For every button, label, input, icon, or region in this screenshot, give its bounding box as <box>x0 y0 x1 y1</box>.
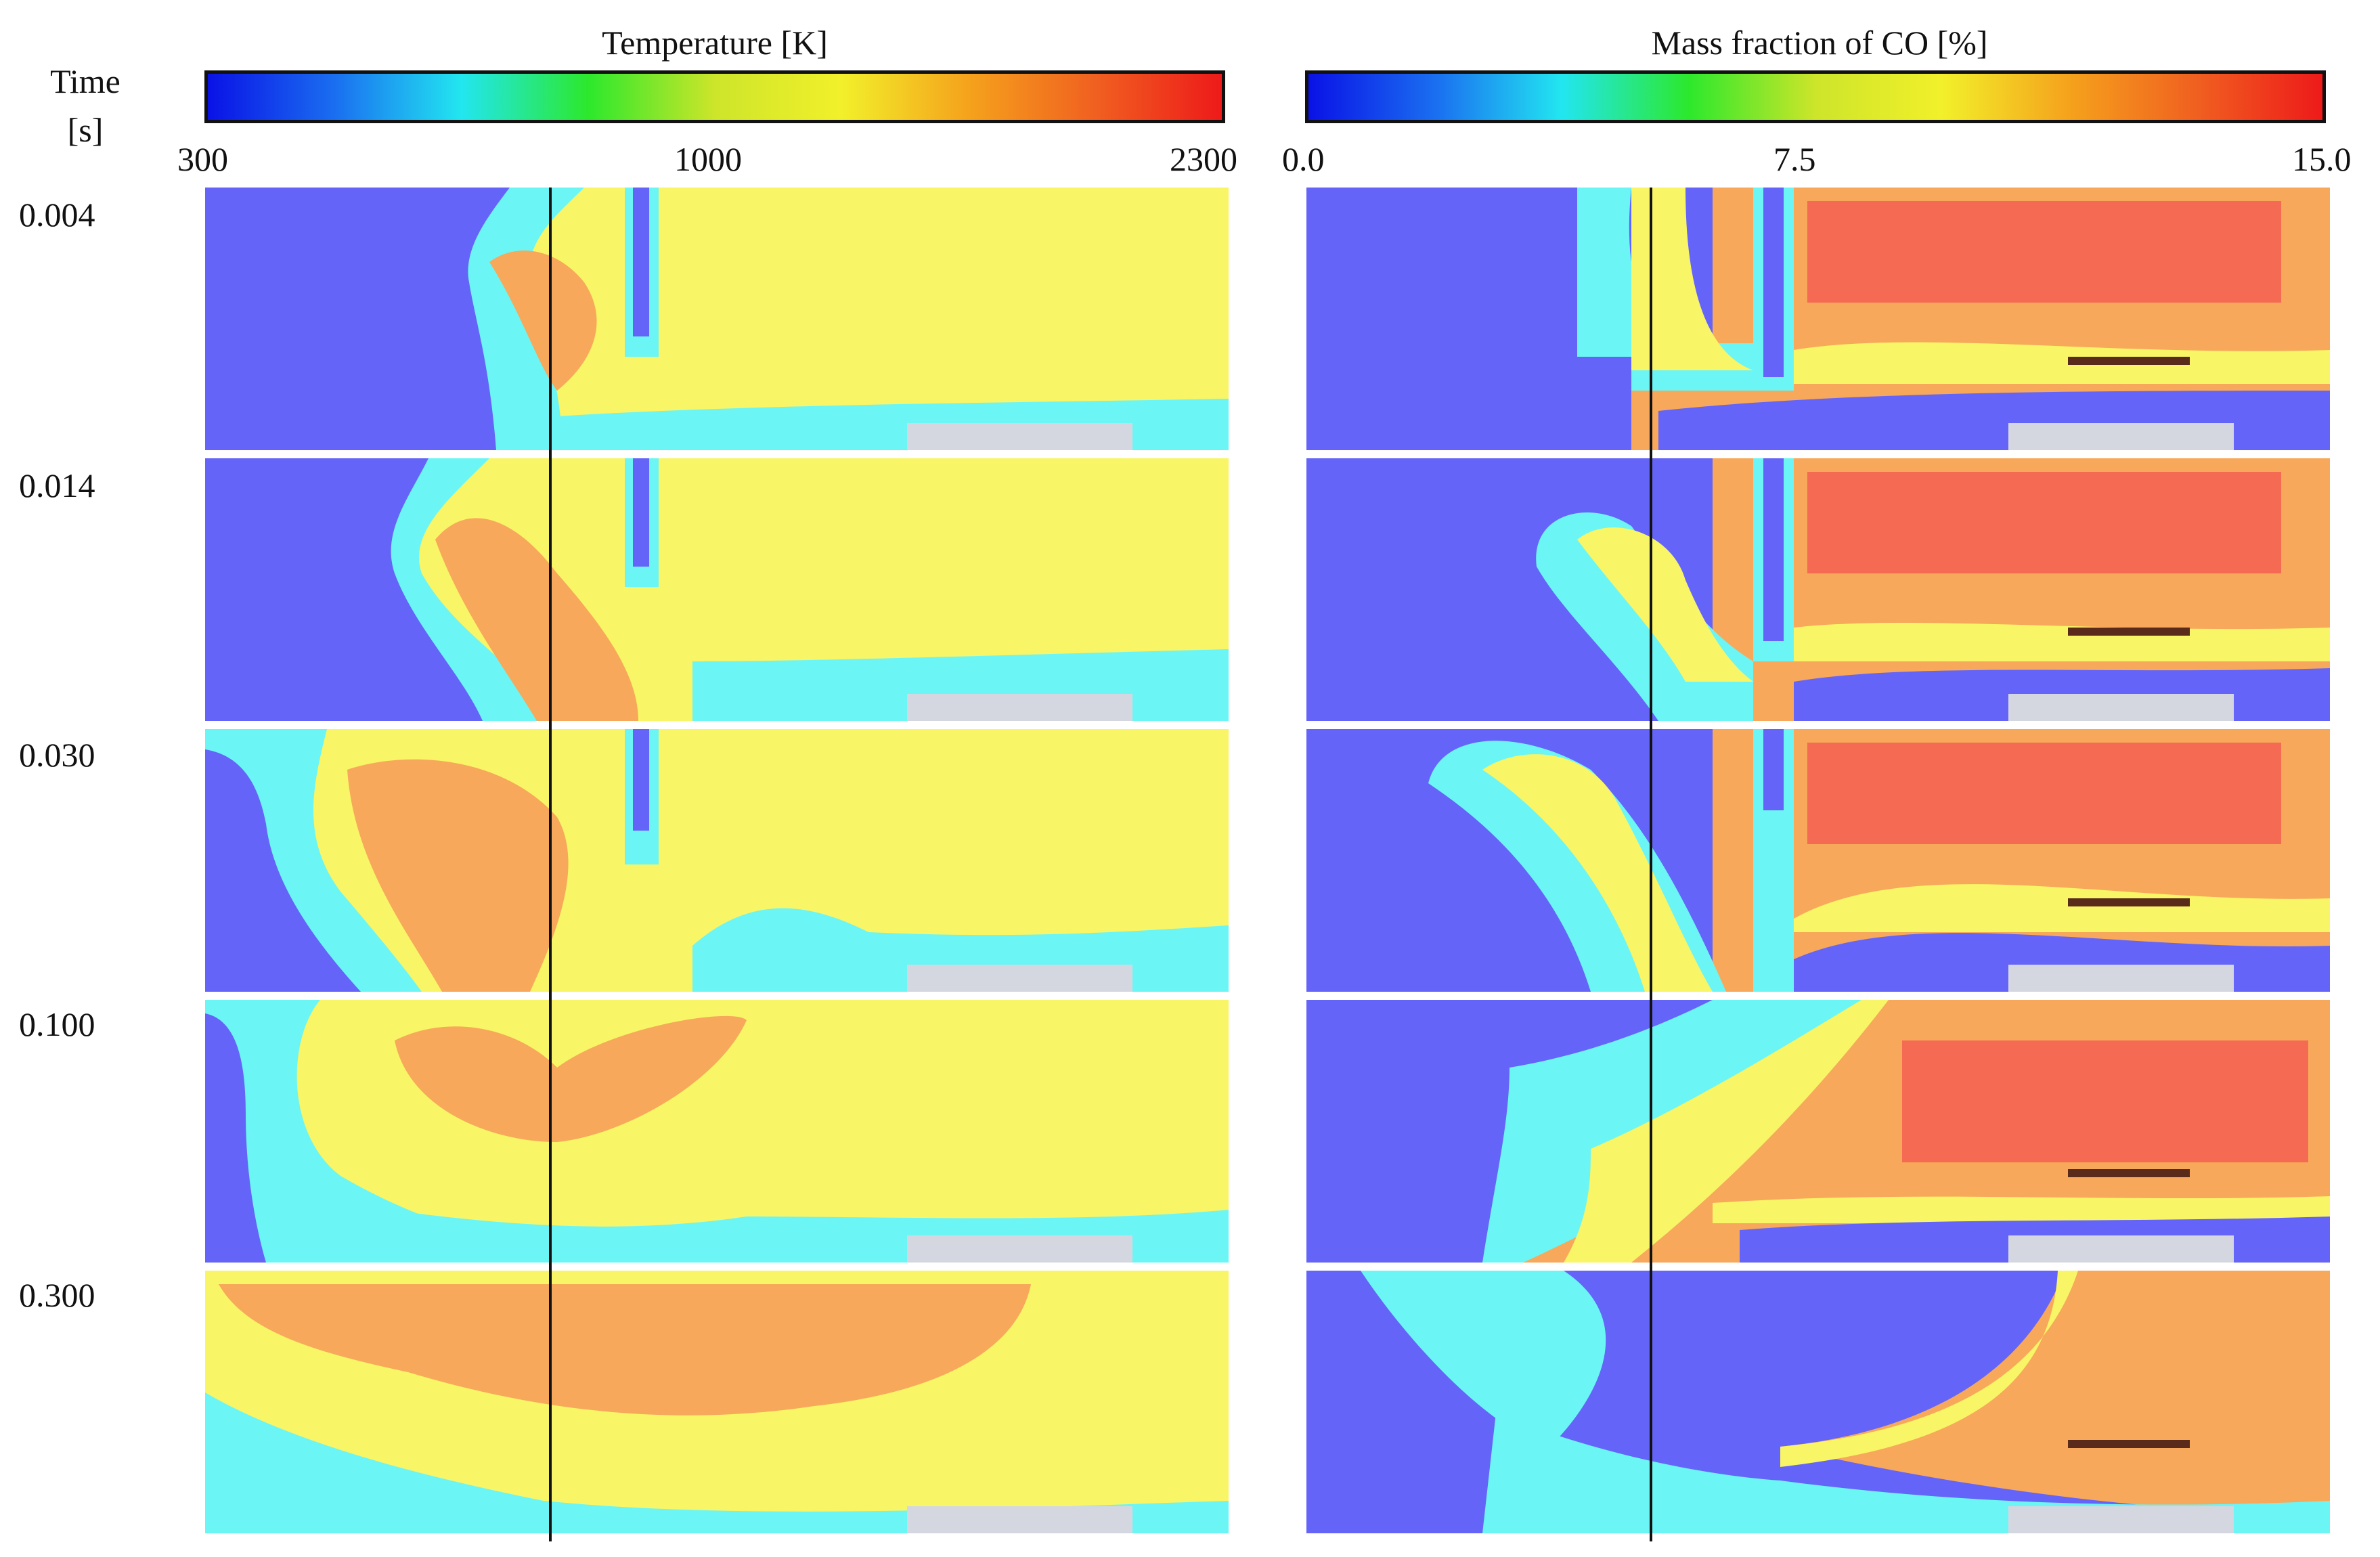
co-core <box>1807 472 2281 573</box>
co-core <box>1807 201 2281 303</box>
co-fraction-colorbar <box>1305 70 2326 123</box>
mixing-layer <box>1577 188 1753 391</box>
co-core <box>1902 1040 2308 1162</box>
time-label-3: 0.030 <box>19 736 95 774</box>
probe <box>2068 357 2190 365</box>
probe <box>2068 1169 2190 1177</box>
upper-flame <box>1794 622 2330 661</box>
flame-front <box>347 759 569 992</box>
wall-block <box>907 423 1132 450</box>
co-fraction-panel-2 <box>1306 458 2330 721</box>
flame-front <box>1780 1271 2078 1467</box>
flame-front <box>1482 754 1713 992</box>
temperature-tick-min: 300 <box>177 140 228 178</box>
flame-front <box>435 518 638 721</box>
mixing-layer <box>1361 1271 1606 1447</box>
probe <box>2068 1440 2190 1448</box>
flame-front <box>219 1284 1031 1416</box>
co-fraction-tick-mid: 7.5 <box>1773 140 1816 178</box>
temperature-panel-5 <box>205 1271 1229 1533</box>
flame-front <box>1631 188 1753 370</box>
cold-inlet-region <box>205 1392 1229 1533</box>
temperature-tick-max: 2300 <box>1170 140 1237 178</box>
wall-block <box>2008 423 2234 450</box>
spray-core <box>1763 458 1784 641</box>
wall-block <box>2008 1235 2234 1263</box>
flame-front <box>395 1015 747 1142</box>
lower-band <box>1482 1413 2330 1533</box>
cold-inlet-region <box>205 1000 557 1263</box>
wall-block <box>2008 1506 2234 1533</box>
probe <box>2068 898 2190 906</box>
time-header-label: Time <box>50 62 120 100</box>
wall-block <box>907 965 1132 992</box>
co-rich-zone <box>1780 1271 2330 1514</box>
temperature-tick-mid: 1000 <box>674 140 742 178</box>
upper-flame <box>1713 1196 2330 1223</box>
cold-core <box>205 749 361 992</box>
temperature-colorbar <box>204 70 1225 123</box>
time-label-5: 0.300 <box>19 1276 95 1314</box>
co-fraction-reference-line <box>1650 188 1652 1541</box>
time-label-4: 0.100 <box>19 1005 95 1043</box>
co-fraction-tick-max: 15.0 <box>2292 140 2352 178</box>
flame-front <box>1564 1000 1889 1263</box>
time-label-1: 0.004 <box>19 196 95 234</box>
temperature-panel-4 <box>205 1000 1229 1263</box>
cold-core <box>205 188 510 450</box>
co-fraction-panel-3 <box>1306 729 2330 992</box>
co-fraction-tick-min: 0.0 <box>1282 140 1325 178</box>
co-fraction-panel-4 <box>1306 1000 2330 1263</box>
co-fraction-title: Mass fraction of CO [%] <box>1651 24 1988 62</box>
spray-core <box>1763 188 1784 377</box>
wall-block <box>2008 694 2234 721</box>
probe <box>2068 628 2190 636</box>
cold-core <box>205 1013 266 1263</box>
cold-core <box>205 458 483 721</box>
co-core <box>1807 743 2281 844</box>
wall-block <box>907 1506 1132 1533</box>
time-label-2: 0.014 <box>19 466 95 504</box>
spray-core <box>633 188 649 336</box>
spray-core <box>1763 729 1784 810</box>
flame-front <box>1577 527 1753 682</box>
upper-flame <box>1794 884 2330 932</box>
wall-block <box>907 1235 1132 1263</box>
upper-flame <box>1794 342 2330 384</box>
time-header-unit: [s] <box>67 111 104 149</box>
wall-block <box>907 694 1132 721</box>
temperature-reference-line <box>549 188 552 1541</box>
temperature-panel-3 <box>205 729 1229 992</box>
spray-core <box>633 458 649 567</box>
co-fraction-panel-5 <box>1306 1271 2330 1533</box>
flame-front <box>489 250 597 391</box>
temperature-title: Temperature [K] <box>602 24 828 62</box>
temperature-panel-1 <box>205 188 1229 450</box>
wall-block <box>2008 965 2234 992</box>
co-fraction-panel-1 <box>1306 188 2330 450</box>
spray-core <box>633 729 649 831</box>
temperature-panel-2 <box>205 458 1229 721</box>
time-axis-header: Time [s] <box>38 57 133 154</box>
